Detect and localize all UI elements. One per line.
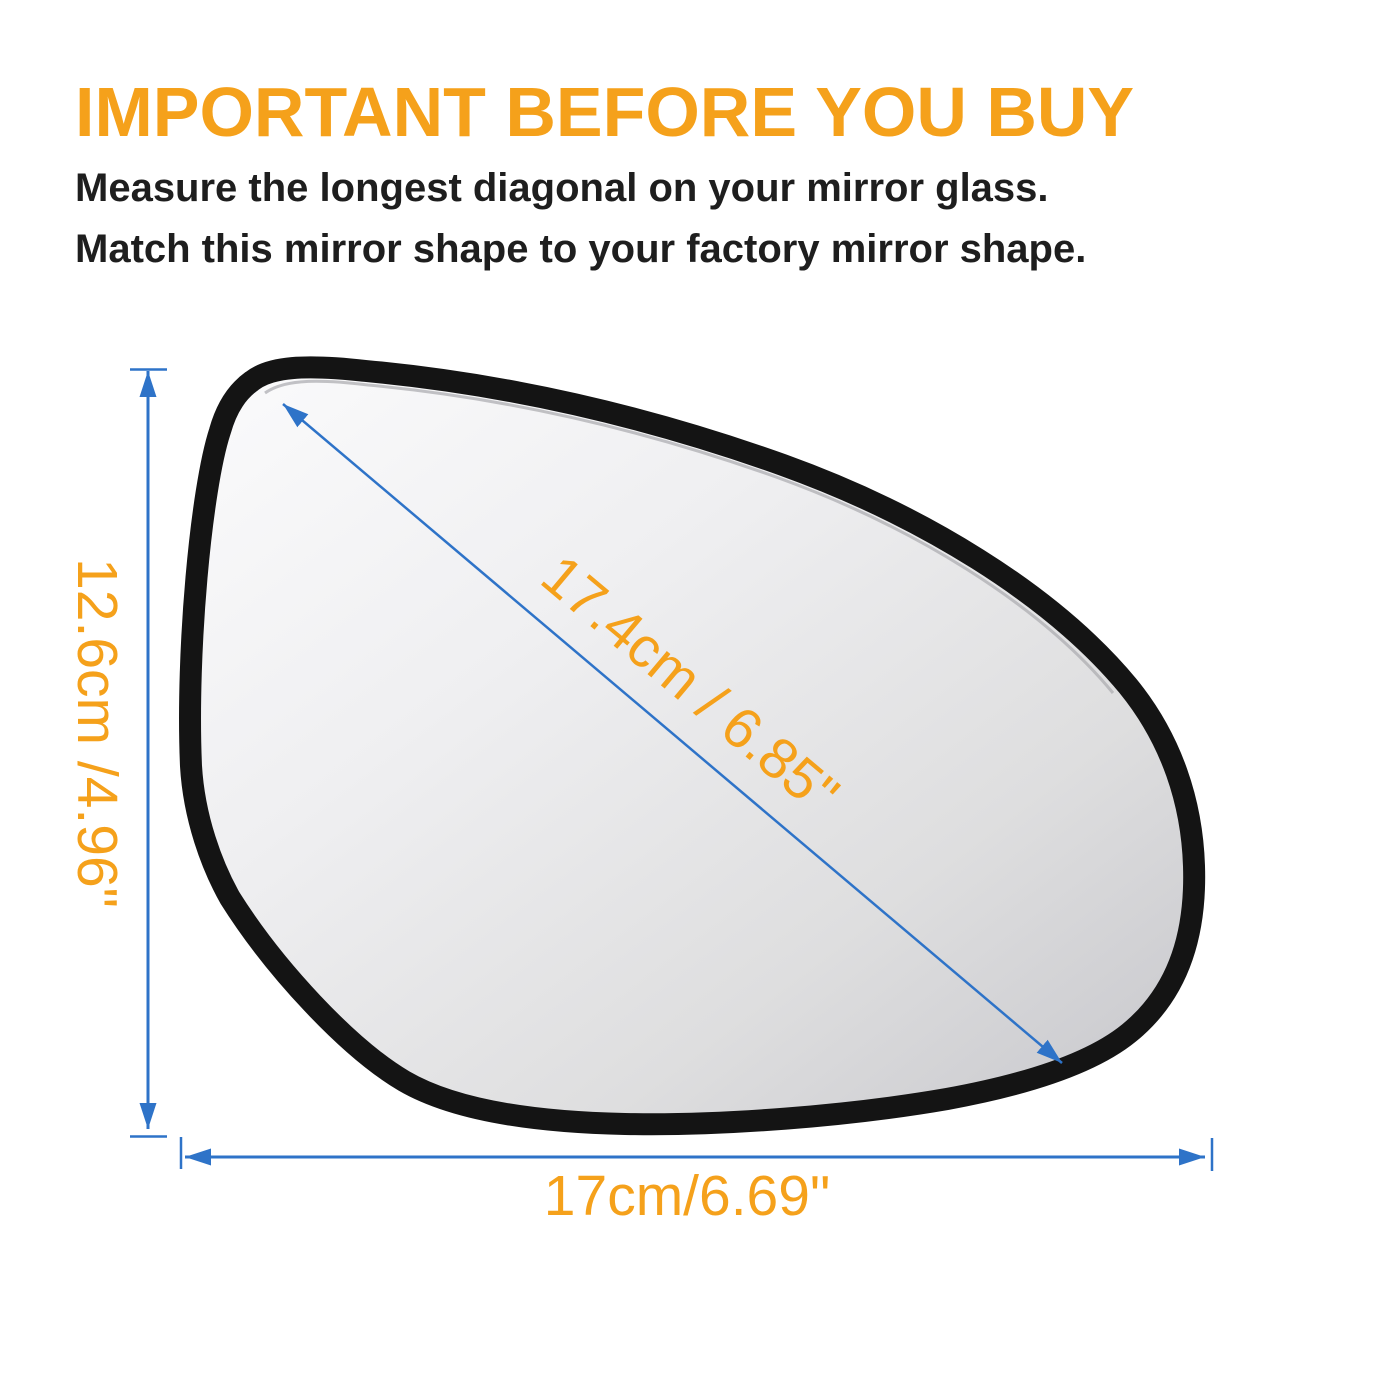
page-title: IMPORTANT BEFORE YOU BUY [75, 73, 1135, 151]
width-dimension-arrow [179, 1137, 1214, 1171]
height-dimension-label: 12.6cm /4.96" [65, 558, 129, 908]
mirror-glass-shape [179, 356, 1206, 1136]
height-dimension-arrow [130, 368, 167, 1138]
diagonal-dimension-arrow [282, 403, 1063, 1064]
instruction-line-1: Measure the longest diagonal on your mir… [75, 166, 1049, 210]
instruction-line-2: Match this mirror shape to your factory … [75, 227, 1087, 271]
width-dimension-label: 17cm/6.69" [543, 1164, 831, 1228]
instructions: Measure the longest diagonal on your mir… [75, 158, 1086, 280]
